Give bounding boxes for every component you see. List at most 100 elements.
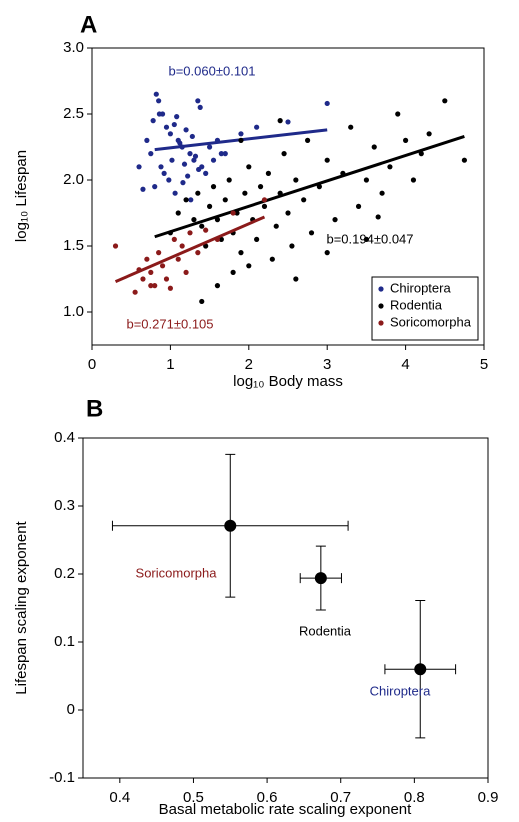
point xyxy=(442,98,448,104)
point xyxy=(195,190,201,196)
point xyxy=(281,151,287,157)
slope-annotation: b=0.271±0.105 xyxy=(126,316,213,331)
point xyxy=(177,140,183,146)
point xyxy=(189,133,195,140)
point xyxy=(261,197,268,203)
point xyxy=(152,283,158,289)
point xyxy=(196,166,202,173)
point xyxy=(161,170,167,176)
point xyxy=(179,243,185,249)
y-tick-label: -0.1 xyxy=(49,769,75,786)
point xyxy=(461,157,467,163)
point xyxy=(332,217,338,223)
point xyxy=(261,203,268,209)
point xyxy=(230,269,236,275)
point xyxy=(163,124,170,130)
fit-line xyxy=(154,135,465,239)
y-tick-label: 0 xyxy=(67,701,75,718)
point xyxy=(224,519,237,532)
point xyxy=(222,151,228,157)
x-tick-label: 2 xyxy=(245,356,253,373)
point xyxy=(214,236,221,242)
point xyxy=(238,137,244,143)
point xyxy=(156,98,162,104)
point xyxy=(277,190,283,196)
point xyxy=(148,269,154,275)
point xyxy=(199,223,205,229)
y-axis-title: Lifespan scaling exponent xyxy=(13,520,30,694)
point xyxy=(363,177,369,183)
point xyxy=(144,137,150,143)
point xyxy=(158,164,164,170)
point xyxy=(246,164,252,170)
point xyxy=(234,210,240,216)
point xyxy=(257,184,264,190)
x-tick-label: 0.7 xyxy=(330,789,351,806)
legend-label: Rodentia xyxy=(390,297,443,312)
point xyxy=(203,243,209,249)
point xyxy=(136,164,142,170)
point xyxy=(230,210,236,216)
point xyxy=(379,190,385,196)
x-tick-label: 0.8 xyxy=(404,789,425,806)
x-tick-label: 0.9 xyxy=(478,789,499,806)
point xyxy=(156,250,162,256)
point xyxy=(174,114,180,120)
point xyxy=(269,256,275,262)
point xyxy=(195,250,201,256)
point xyxy=(418,151,424,157)
x-tick-label: 5 xyxy=(480,356,488,373)
point xyxy=(207,203,213,209)
y-tick-label: 0.1 xyxy=(54,633,75,650)
point xyxy=(222,197,228,203)
point xyxy=(305,137,311,143)
point xyxy=(410,177,417,183)
series-label: Chiroptera xyxy=(370,683,431,698)
point xyxy=(183,269,189,275)
point xyxy=(214,217,221,223)
point xyxy=(324,157,330,163)
point xyxy=(185,173,191,179)
point xyxy=(207,144,213,150)
y-tick-label: 0.3 xyxy=(54,497,75,514)
slope-annotation: b=0.060±0.101 xyxy=(168,63,255,78)
point xyxy=(167,285,173,291)
point xyxy=(324,100,330,107)
point xyxy=(148,283,154,289)
point xyxy=(277,118,283,124)
point xyxy=(167,230,173,236)
point xyxy=(187,230,193,236)
point xyxy=(203,227,209,233)
point xyxy=(148,151,154,157)
point xyxy=(203,170,209,176)
point xyxy=(324,250,330,256)
point xyxy=(316,184,322,190)
point xyxy=(191,157,197,163)
point xyxy=(273,223,279,229)
point xyxy=(140,186,146,192)
point xyxy=(179,144,185,150)
point xyxy=(188,197,194,203)
point xyxy=(246,263,252,269)
panel-label: A xyxy=(80,11,97,38)
legend-label: Soricomorpha xyxy=(390,314,472,329)
point xyxy=(199,298,205,305)
series-label: Soricomorpha xyxy=(136,565,218,580)
point xyxy=(214,137,221,143)
point xyxy=(136,267,142,273)
point xyxy=(308,230,315,236)
y-tick-label: 2.5 xyxy=(63,105,84,122)
x-tick-label: 0.6 xyxy=(257,789,278,806)
x-tick-label: 0.4 xyxy=(109,789,130,806)
point xyxy=(171,236,177,242)
point xyxy=(218,236,224,242)
panel-label: B xyxy=(86,395,103,422)
point xyxy=(175,210,181,216)
point xyxy=(387,164,393,170)
point xyxy=(112,243,119,249)
y-axis-title: log₁₀ Lifespan xyxy=(13,150,30,242)
x-tick-label: 3 xyxy=(323,356,331,373)
y-tick-label: 3.0 xyxy=(63,39,84,56)
point xyxy=(254,124,260,130)
point xyxy=(132,289,138,295)
